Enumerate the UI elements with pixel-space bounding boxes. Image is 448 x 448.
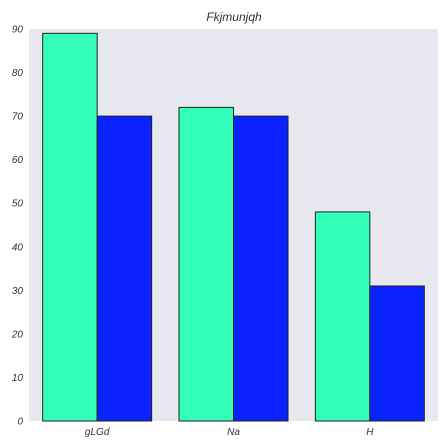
y-tick-label: 20 — [11, 329, 24, 340]
x-tick-label: gLGd — [85, 427, 110, 438]
x-axis: gLGd Na H — [85, 427, 374, 438]
x-tick-label: Na — [227, 427, 240, 438]
y-tick-label: 10 — [12, 373, 24, 384]
bar-glgd-series-1 — [42, 32, 98, 422]
bar-h-series-1 — [314, 211, 371, 422]
y-tick-label: 50 — [12, 199, 24, 210]
y-tick-label: 90 — [12, 25, 24, 36]
y-tick-label: 30 — [12, 286, 24, 297]
bar-na-series-1 — [178, 106, 234, 422]
chart-title: Fkjmunjqh — [206, 10, 262, 24]
bar-glgd-series-2 — [96, 115, 153, 422]
bar-h-series-2 — [369, 285, 425, 422]
bar-na-series-2 — [233, 115, 289, 422]
y-tick-label: 40 — [12, 242, 24, 253]
y-tick-label: 0 — [17, 417, 23, 428]
y-tick-label: 80 — [12, 68, 24, 79]
y-axis: 0 10 20 30 40 50 60 70 80 90 — [11, 25, 24, 428]
y-tick-label: 70 — [12, 112, 24, 123]
bars-group — [42, 32, 425, 422]
y-tick-label: 60 — [12, 155, 24, 166]
x-tick-label: H — [366, 427, 374, 438]
